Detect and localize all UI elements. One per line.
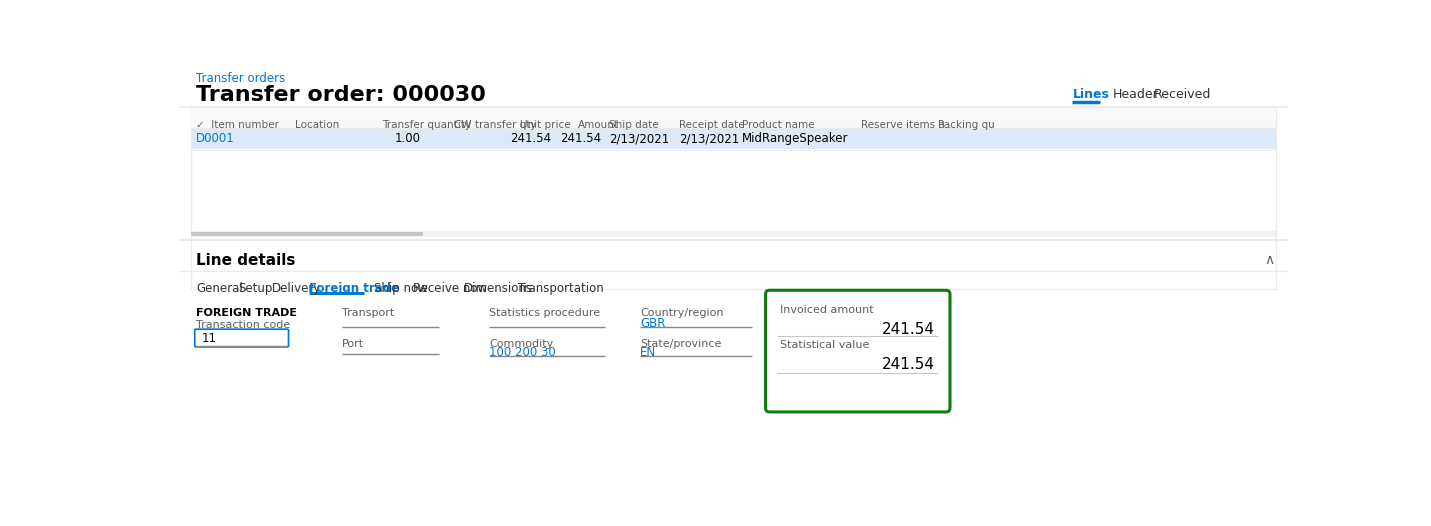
Text: Delivery: Delivery [272, 282, 321, 295]
Text: Transaction code: Transaction code [196, 320, 290, 330]
Text: 241.54: 241.54 [883, 322, 936, 337]
FancyBboxPatch shape [195, 329, 289, 347]
Text: Received: Received [1153, 88, 1211, 101]
Bar [190, 108, 1276, 289]
Text: Setup: Setup [238, 282, 272, 295]
Text: 241.54: 241.54 [560, 132, 601, 145]
Bar [190, 231, 1276, 237]
Text: Line details: Line details [196, 252, 295, 268]
Text: Country/region: Country/region [640, 308, 724, 318]
Text: Location: Location [295, 120, 339, 130]
Text: 11: 11 [202, 332, 218, 345]
Text: Receipt date: Receipt date [678, 120, 744, 130]
Text: MidRangeSpeaker: MidRangeSpeaker [741, 132, 849, 145]
Text: D0001: D0001 [196, 132, 235, 145]
Text: Transfer orders: Transfer orders [196, 73, 285, 85]
FancyBboxPatch shape [766, 290, 950, 412]
Text: Receive now: Receive now [414, 282, 487, 295]
Text: 100 200 30: 100 200 30 [489, 347, 555, 359]
Bar [190, 232, 424, 236]
Text: Transport: Transport [342, 308, 394, 318]
Text: General: General [196, 282, 243, 295]
Text: Amount: Amount [578, 120, 620, 130]
Text: State/province: State/province [640, 339, 721, 349]
Text: GBR: GBR [640, 317, 665, 330]
Text: 2/13/2021: 2/13/2021 [610, 132, 670, 145]
Text: Header: Header [1113, 88, 1159, 101]
Text: Transfer order: 000030: Transfer order: 000030 [196, 85, 485, 105]
Text: 1.00: 1.00 [395, 132, 421, 145]
Text: 241.54: 241.54 [883, 357, 936, 372]
Text: Transportation: Transportation [518, 282, 604, 295]
Text: 2/13/2021: 2/13/2021 [678, 132, 738, 145]
Text: ✓  Item number: ✓ Item number [196, 120, 279, 130]
Text: Unit price: Unit price [519, 120, 571, 130]
Text: Lines: Lines [1072, 88, 1109, 101]
Text: Packing qu: Packing qu [939, 120, 995, 130]
Text: Reserve items a...: Reserve items a... [861, 120, 954, 130]
Text: Statistical value: Statistical value [780, 340, 870, 350]
Bar [190, 128, 1276, 149]
Text: Statistics procedure: Statistics procedure [489, 308, 600, 318]
Text: EN: EN [640, 347, 657, 359]
Text: Dimensions: Dimensions [464, 282, 534, 295]
Text: ∧: ∧ [1264, 252, 1274, 267]
Text: CW transfer qty: CW transfer qty [454, 120, 537, 130]
Text: Commodity: Commodity [489, 339, 554, 349]
Bar [190, 108, 1276, 128]
Text: Product name: Product name [741, 120, 814, 130]
Text: FOREIGN TRADE: FOREIGN TRADE [196, 308, 296, 318]
Text: Foreign trade: Foreign trade [309, 282, 399, 295]
Text: Invoiced amount: Invoiced amount [780, 305, 874, 315]
Text: Ship now: Ship now [373, 282, 428, 295]
Text: Port: Port [342, 339, 363, 349]
Text: Ship date: Ship date [610, 120, 658, 130]
Text: 241.54: 241.54 [509, 132, 551, 145]
Text: Transfer quantity: Transfer quantity [382, 120, 471, 130]
